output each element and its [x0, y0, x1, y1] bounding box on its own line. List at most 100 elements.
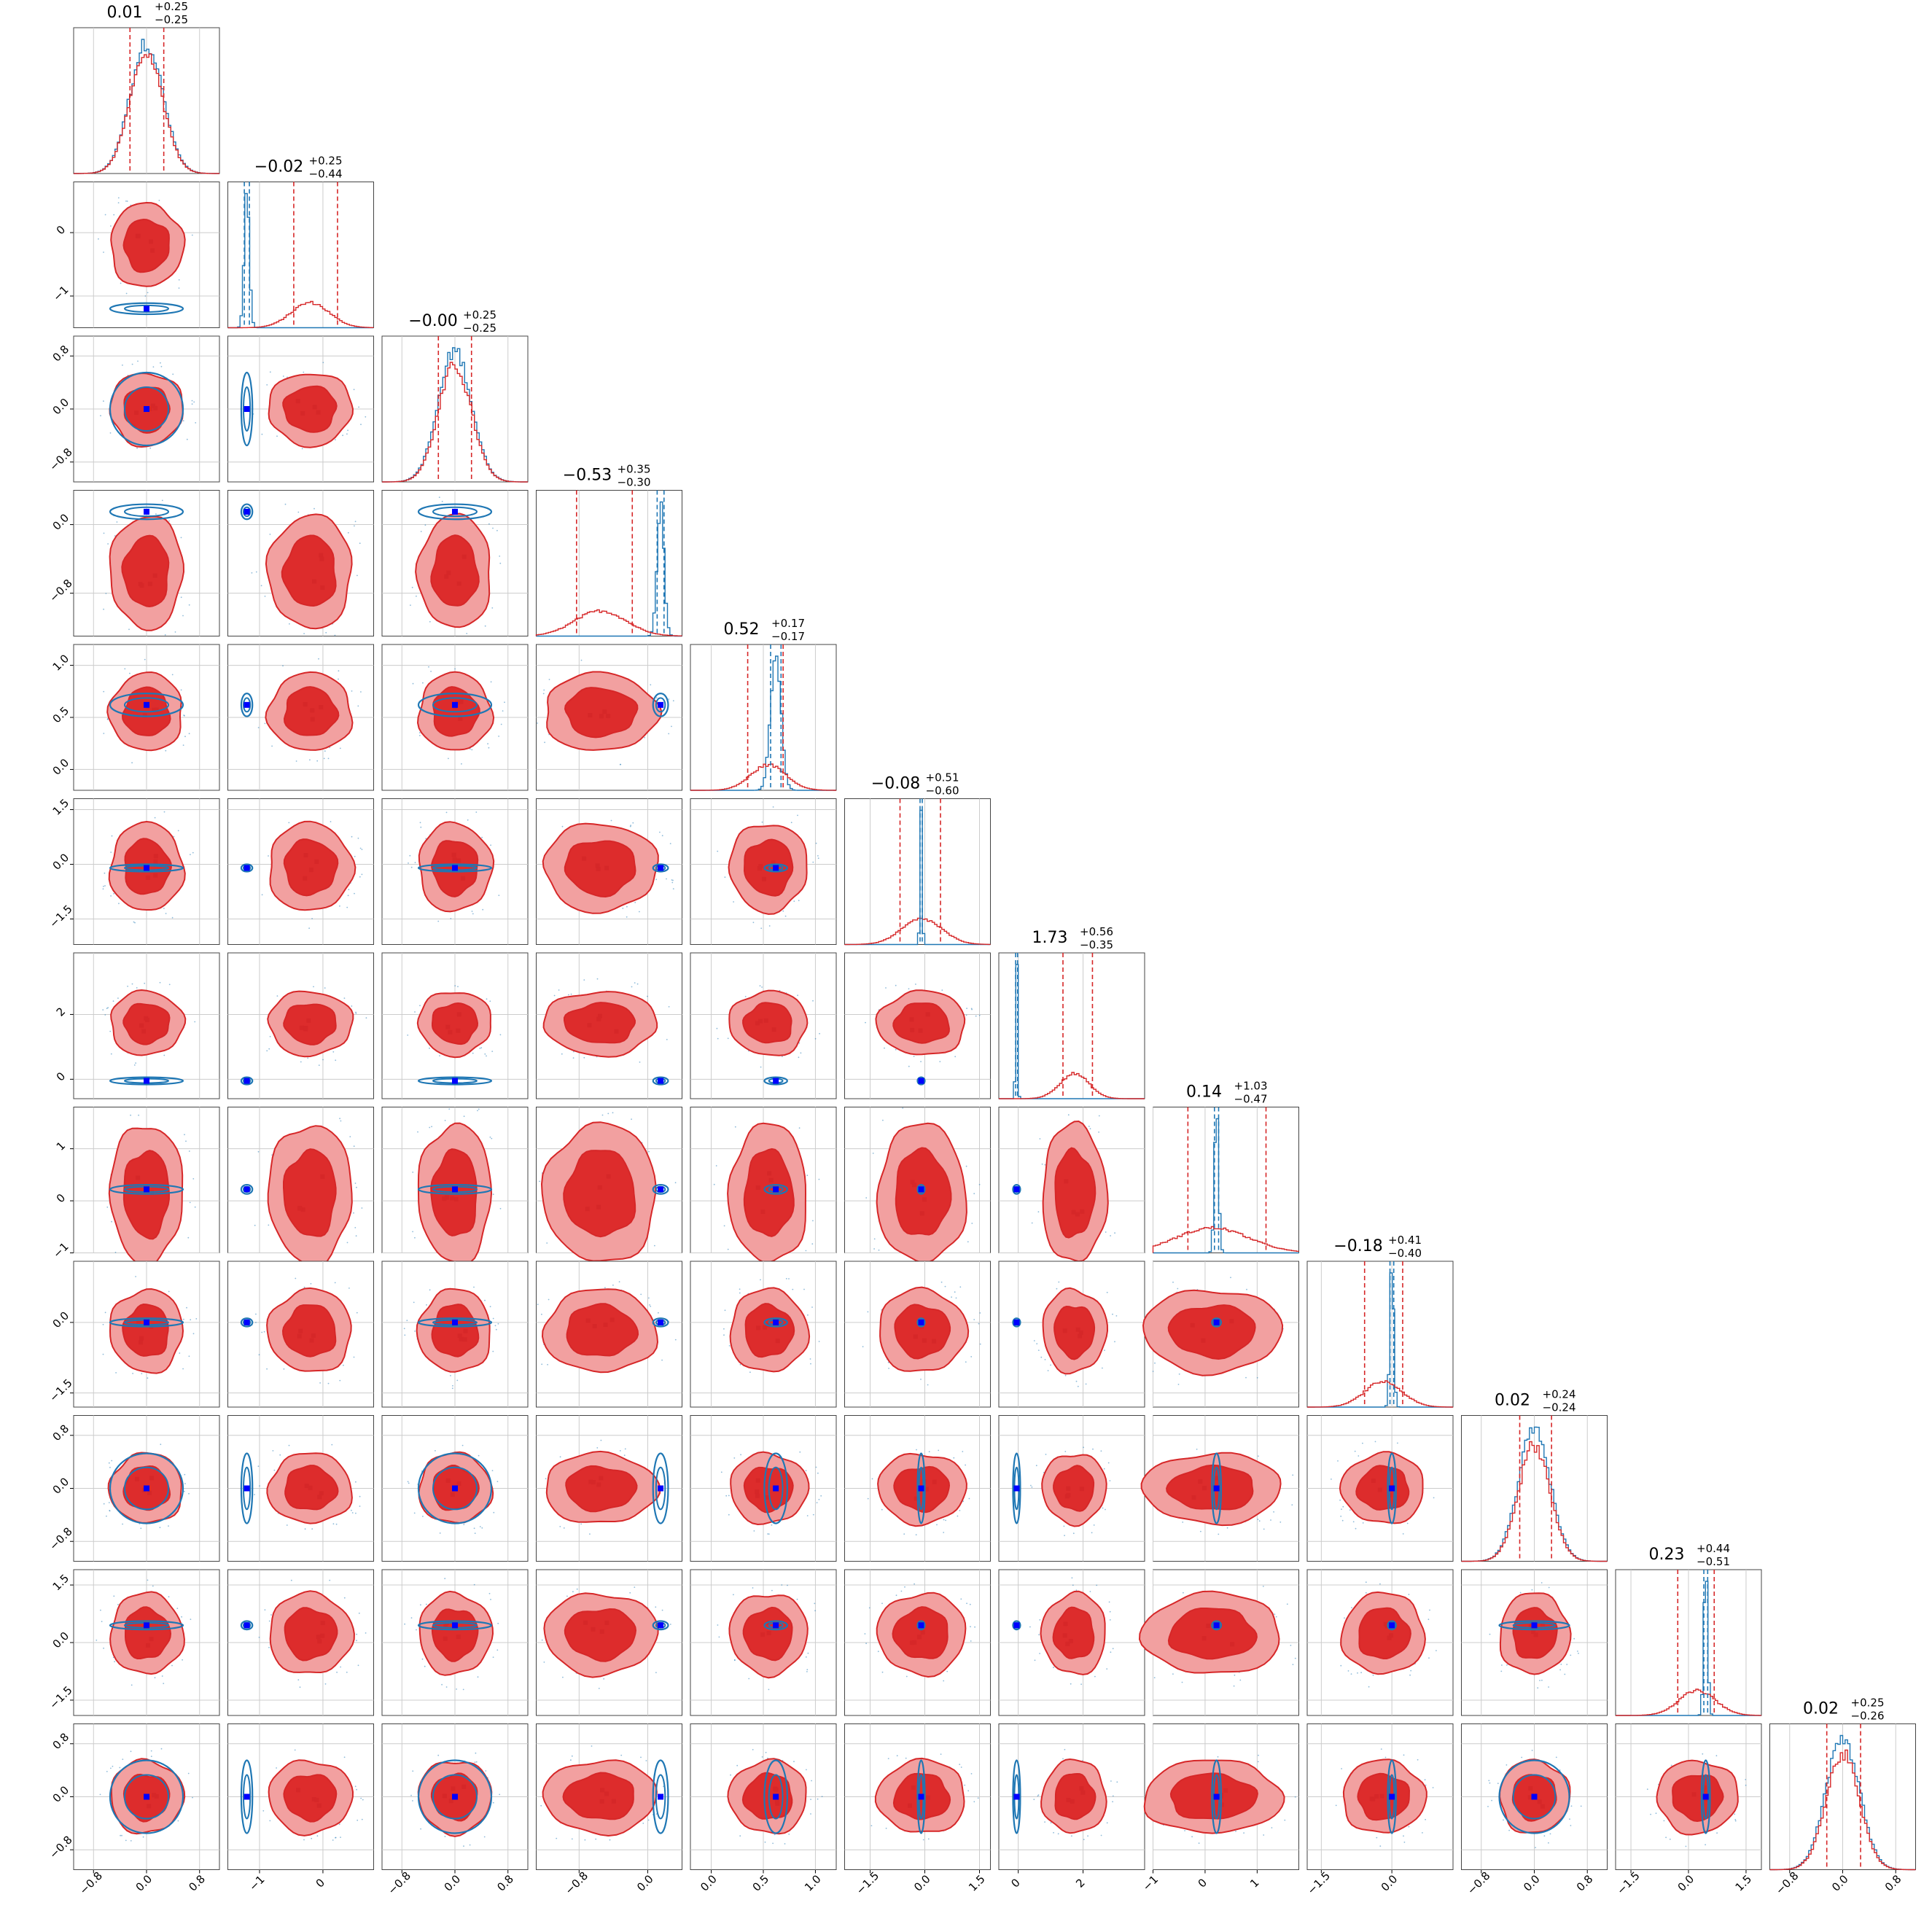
sample-point — [492, 527, 494, 529]
sample-point — [150, 403, 155, 408]
sample-point — [1691, 1792, 1697, 1797]
sample-point — [1075, 1327, 1080, 1332]
sample-point — [814, 1602, 816, 1605]
sample-point — [1066, 1492, 1071, 1497]
sample-point — [192, 1796, 193, 1799]
sample-point — [970, 1773, 973, 1775]
truth-marker — [244, 701, 250, 708]
sample-point — [459, 699, 464, 704]
sample-point — [810, 1813, 811, 1815]
sample-point — [103, 252, 104, 253]
truth-marker — [452, 1793, 458, 1800]
x-tick-label: 0.5 — [750, 1872, 772, 1894]
sample-point — [561, 825, 564, 827]
sample-point — [444, 1195, 449, 1200]
sample-point — [1178, 1373, 1180, 1375]
sample-point — [1258, 1520, 1261, 1522]
sample-point — [619, 1450, 621, 1452]
sample-point — [671, 879, 673, 881]
sample-point — [548, 1298, 550, 1301]
sample-point — [1201, 1636, 1207, 1641]
sample-point — [490, 1599, 491, 1600]
sample-point — [631, 986, 633, 988]
sample-point — [266, 1050, 268, 1052]
x-tick-label: −0.8 — [385, 1869, 413, 1897]
sample-point — [462, 1337, 467, 1342]
panel-9-3 — [536, 1415, 682, 1562]
sample-point — [126, 200, 128, 202]
sample-point — [188, 1492, 190, 1495]
sample-point — [1284, 1819, 1286, 1821]
sample-point — [610, 819, 612, 822]
sample-point — [133, 410, 139, 416]
sample-point — [343, 1364, 344, 1366]
y-tick-label: 0.8 — [50, 343, 72, 365]
sample-point — [338, 678, 339, 680]
sample-point — [307, 1057, 309, 1059]
sample-point — [1106, 1291, 1108, 1293]
sample-point — [1271, 1827, 1273, 1828]
sample-point — [471, 911, 473, 912]
truth-marker — [452, 1485, 458, 1492]
sample-point — [1109, 1480, 1111, 1481]
sample-point — [414, 1011, 416, 1013]
sample-point — [356, 1186, 357, 1188]
sample-point — [499, 1793, 501, 1796]
sample-point — [649, 1304, 650, 1306]
sample-point — [419, 822, 421, 824]
sample-point — [957, 1515, 959, 1517]
sample-point — [360, 691, 362, 693]
x-tick-label: 0.0 — [1379, 1872, 1401, 1894]
y-tick-label: 0.5 — [50, 704, 72, 726]
sample-point — [361, 1818, 363, 1820]
sample-point — [674, 1339, 677, 1341]
contour-a-inner — [894, 1304, 951, 1360]
sample-point — [295, 1277, 297, 1279]
panel-10-5 — [844, 1569, 991, 1716]
sample-point — [294, 1749, 296, 1751]
sample-point — [755, 1493, 760, 1498]
sample-point — [1528, 1624, 1533, 1629]
sample-point — [1573, 1637, 1575, 1640]
truth-marker — [244, 508, 250, 515]
sample-point — [1183, 1592, 1184, 1594]
sample-point — [474, 1532, 476, 1535]
sample-point — [108, 1462, 110, 1464]
sample-point — [331, 1444, 333, 1446]
sample-point — [1031, 1222, 1033, 1224]
sample-point — [1079, 1487, 1084, 1492]
sample-point — [1075, 1380, 1078, 1382]
sample-point — [454, 985, 456, 986]
sample-point — [141, 1373, 143, 1374]
panel-5-3 — [536, 798, 682, 945]
x-tick-label: −0.8 — [77, 1869, 104, 1897]
sample-point — [1685, 1845, 1687, 1847]
sample-point — [155, 513, 157, 515]
sample-point — [1181, 1681, 1183, 1683]
contour-b-outer — [916, 1076, 926, 1086]
sample-point — [130, 1114, 132, 1116]
sample-point — [589, 1533, 591, 1535]
sample-point — [943, 1532, 945, 1533]
contour-b-inner — [432, 697, 478, 713]
sample-point — [102, 1323, 104, 1325]
sample-point — [190, 1319, 192, 1321]
sample-point — [541, 1313, 542, 1315]
sample-point — [111, 835, 113, 837]
sample-point — [152, 366, 155, 368]
sample-point — [133, 1064, 136, 1066]
sample-point — [818, 1341, 820, 1342]
sample-point — [361, 849, 363, 850]
sample-point — [498, 895, 500, 896]
contour-b-inner — [242, 1774, 252, 1820]
contour-a-inner — [1054, 1147, 1097, 1239]
sample-point — [106, 1515, 107, 1517]
sample-point — [585, 1318, 591, 1323]
contour-b-inner — [1512, 1774, 1557, 1820]
sample-point — [885, 987, 887, 989]
sample-point — [303, 1286, 305, 1288]
contour-b-outer — [240, 1076, 254, 1086]
sample-point — [1219, 1802, 1224, 1807]
sample-point — [316, 1635, 321, 1640]
